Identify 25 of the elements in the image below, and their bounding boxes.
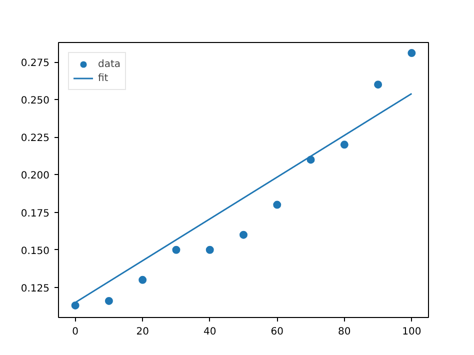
x-tick-label: 60: [270, 326, 284, 338]
y-tick-label: 0.225: [20, 133, 50, 144]
point: [273, 200, 282, 209]
point: [240, 230, 248, 239]
y-tick-label: 0.275: [20, 58, 50, 70]
x-tick-label: 80: [338, 326, 351, 338]
x-tick-label: 40: [204, 326, 216, 338]
x-tick-label: 20: [136, 326, 149, 338]
y-tick-label: 0.200: [20, 170, 50, 182]
legend-label: data: [98, 58, 121, 71]
y-tick-label: 0.250: [20, 96, 50, 107]
point: [138, 276, 147, 284]
legend-label: fit: [98, 72, 110, 85]
x-tick-label: 0: [72, 326, 79, 338]
point: [408, 49, 416, 58]
y-tick-label: 0.125: [20, 283, 50, 294]
y-tick-label: 0.175: [20, 208, 50, 220]
point: [374, 80, 382, 89]
point: [104, 296, 113, 305]
y-tick-label: 0.150: [20, 246, 50, 257]
x-tick-label: 100: [402, 326, 422, 338]
point: [172, 246, 180, 254]
point: [206, 246, 214, 254]
point: [340, 140, 348, 149]
point: [71, 301, 80, 310]
